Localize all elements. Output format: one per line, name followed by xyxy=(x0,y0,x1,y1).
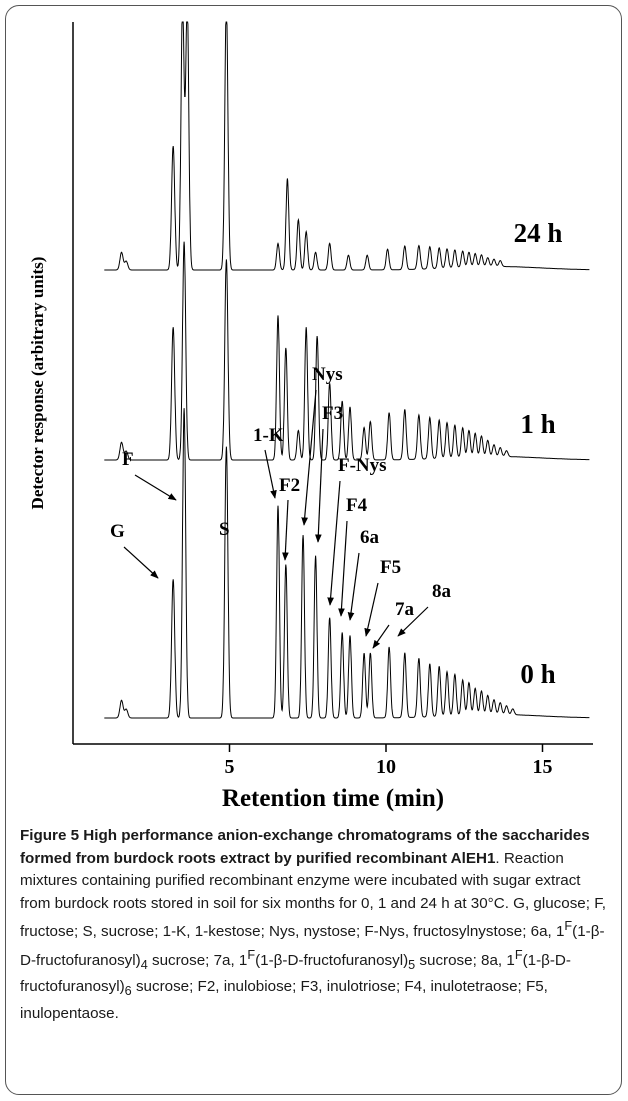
series-label: 0 h xyxy=(520,659,555,689)
y-axis-label: Detector response (arbitrary units) xyxy=(28,257,47,510)
peak-label: 7a xyxy=(395,599,415,620)
peak-label: 8a xyxy=(432,581,452,602)
series-label: 24 h xyxy=(514,218,563,248)
peak-arrow xyxy=(301,389,317,526)
figure-frame xyxy=(5,5,622,1095)
trace-0h xyxy=(104,408,590,719)
peak-label: 1-K xyxy=(253,425,284,446)
peak-label: F4 xyxy=(346,495,368,516)
peak-arrow xyxy=(123,546,159,579)
caption-title: Figure 5 High performance anion-exchange… xyxy=(20,827,590,867)
peak-arrow xyxy=(372,624,390,649)
caption-body: . Reaction mixtures containing purified … xyxy=(20,849,607,1022)
x-tick-label: 10 xyxy=(376,756,396,778)
peak-arrow xyxy=(264,449,277,499)
x-tick-label: 15 xyxy=(533,756,553,778)
peak-label: Nys xyxy=(312,364,343,385)
x-axis-label: Retention time (min) xyxy=(222,785,444,812)
series-labels: 0 h 1 h 24 h xyxy=(514,218,563,689)
peak-arrow xyxy=(134,474,177,501)
peak-arrow xyxy=(282,499,289,561)
chromatogram-chart: 5 10 15 0 h 1 h 24 h G F S 1-K F2 Nys F3 F-Nys F4 6aF… xyxy=(28,21,593,812)
figure-caption: Figure 5 High performance anion-exchange… xyxy=(20,825,610,1025)
trace-24h xyxy=(104,21,590,271)
peak-arrow xyxy=(314,428,324,543)
peak-label: F3 xyxy=(322,403,343,424)
peak-label: F5 xyxy=(380,557,401,578)
x-tick-label: 5 xyxy=(225,756,235,778)
peak-label: S xyxy=(219,519,230,540)
peak-arrow xyxy=(327,480,341,606)
peak-arrow xyxy=(397,606,429,637)
peak-label: F xyxy=(122,449,134,470)
series-label: 1 h xyxy=(520,409,555,439)
chromatogram-traces xyxy=(104,21,590,719)
peak-label: 6a xyxy=(360,527,380,548)
peak-arrow xyxy=(338,520,348,617)
peak-arrow xyxy=(347,552,360,621)
peak-label: F-Nys xyxy=(338,455,387,476)
peak-label: F2 xyxy=(279,475,300,496)
trace-1h xyxy=(104,241,590,461)
peak-arrow xyxy=(364,582,379,637)
x-ticks: 5 10 15 xyxy=(225,744,553,778)
peak-label: G xyxy=(110,521,125,542)
